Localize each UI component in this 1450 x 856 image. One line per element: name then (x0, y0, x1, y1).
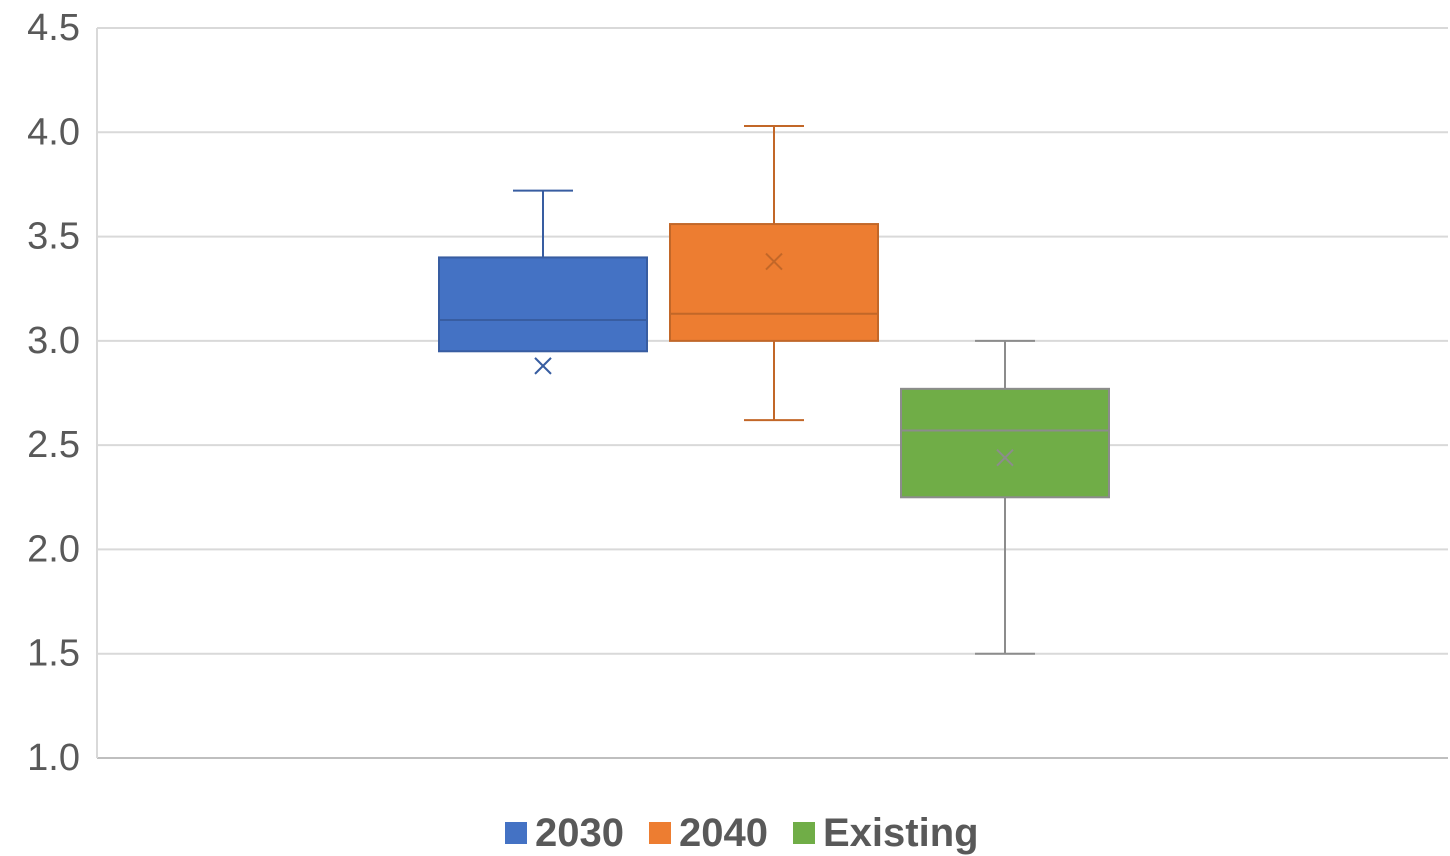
legend-item-2030: 2030 (505, 811, 624, 855)
legend-swatch (505, 822, 527, 844)
legend-label: 2040 (679, 811, 768, 855)
boxes (438, 125, 1110, 655)
box-series-2040 (669, 125, 879, 422)
iqr-box (669, 223, 879, 342)
y-tick-label: 3.0 (27, 320, 80, 362)
box-series-2030 (438, 189, 648, 375)
mean-marker (534, 357, 552, 375)
mean-marker (996, 448, 1014, 467)
y-axis: 1.0 1.5 2.0 2.5 3.0 3.5 4.0 4.5 (27, 7, 80, 779)
legend-swatch (793, 822, 815, 844)
legend: 2030 2040 Existing (505, 811, 979, 855)
y-tick-label: 2.5 (27, 424, 80, 466)
legend-swatch (649, 822, 671, 844)
legend-label: 2030 (535, 811, 624, 855)
y-tick-label: 4.0 (27, 111, 80, 153)
y-tick-label: 1.0 (27, 737, 80, 779)
y-tick-label: 1.5 (27, 633, 80, 675)
iqr-box (438, 256, 648, 353)
mean-marker (765, 252, 783, 271)
legend-label: Existing (823, 811, 979, 855)
iqr-box (900, 387, 1110, 499)
y-tick-label: 3.5 (27, 216, 80, 258)
legend-item-2040: 2040 (649, 811, 768, 855)
legend-item-existing: Existing (793, 811, 979, 855)
y-tick-label: 2.0 (27, 528, 80, 570)
box-series-existing (900, 339, 1110, 655)
y-tick-label: 4.5 (27, 7, 80, 49)
gridlines (96, 27, 1448, 759)
